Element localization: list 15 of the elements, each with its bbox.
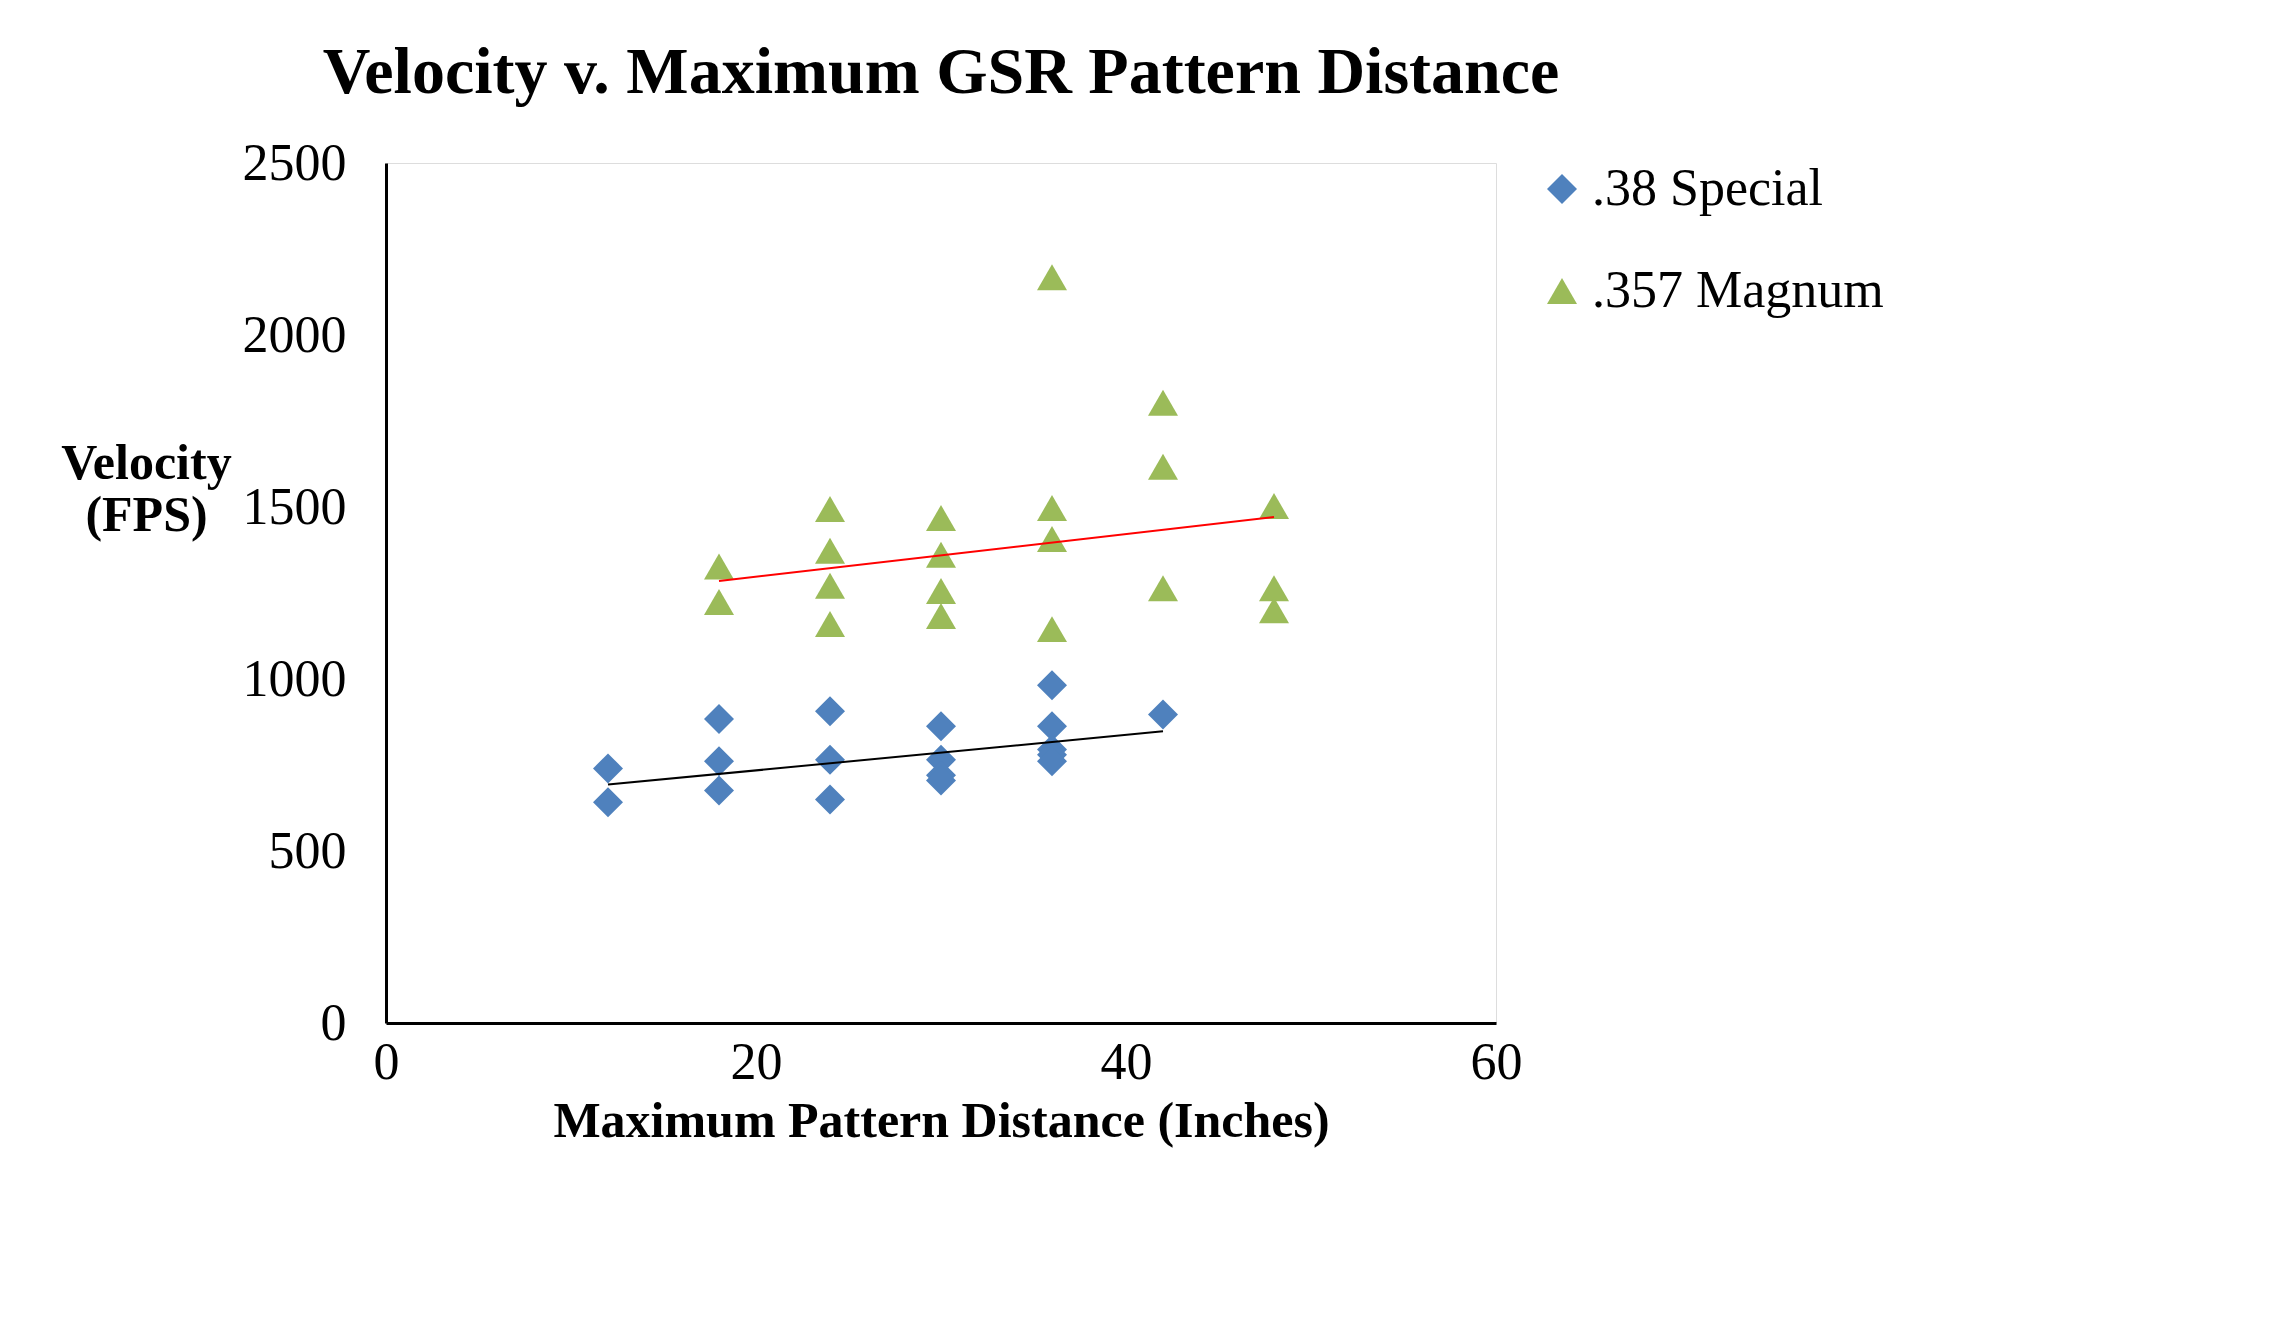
y-tick-label: 0 [320,993,347,1051]
x-axis-title: Maximum Pattern Distance (Inches) [553,1091,1330,1148]
legend-label: .357 Magnum [1592,261,1884,318]
y-tick-label: 500 [268,821,347,879]
y-axis-title: Velocity (FPS) [61,433,232,542]
x-tick-label: 60 [1470,1032,1523,1090]
x-tick-label: 0 [373,1032,400,1090]
x-tick-label: 40 [1100,1032,1153,1090]
chart-title: Velocity v. Maximum GSR Pattern Distance [322,34,1560,107]
x-tick-label: 20 [730,1032,783,1090]
y-tick-label: 2000 [242,305,347,363]
legend-label: .38 Special [1592,159,1824,216]
y-tick-label: 2500 [242,133,347,191]
y-tick-label: 1000 [242,649,347,707]
y-tick-label: 1500 [242,477,347,535]
